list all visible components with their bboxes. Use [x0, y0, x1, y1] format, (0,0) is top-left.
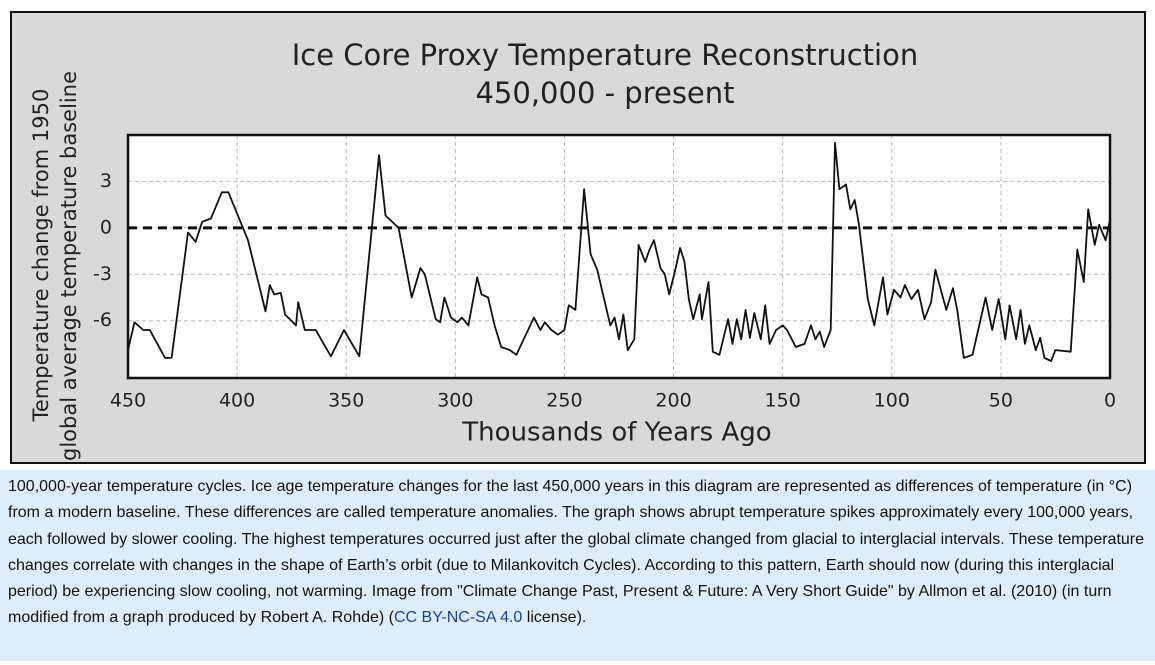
chart-subtitle: 450,000 - present — [475, 76, 734, 110]
y-tick-label: 3 — [100, 170, 112, 192]
x-tick-label: 50 — [989, 390, 1013, 412]
x-tick-label: 400 — [219, 390, 255, 412]
plot-frame — [126, 133, 1112, 380]
y-tick-label: -6 — [93, 309, 112, 331]
y-axis-label: Temperature change from 1950 — [29, 89, 53, 423]
y-tick-label: 0 — [100, 216, 112, 238]
x-tick-label: 0 — [1104, 390, 1116, 412]
x-axis-label: Thousands of Years Ago — [461, 418, 771, 448]
y-tick-label: -3 — [93, 263, 112, 285]
chart: Ice Core Proxy Temperature Reconstructio… — [10, 11, 1146, 464]
x-tick-label: 200 — [655, 390, 691, 412]
caption-text: license). — [522, 609, 587, 627]
chart-title: Ice Core Proxy Temperature Reconstructio… — [292, 38, 919, 72]
plot-area — [128, 135, 1110, 378]
x-tick-label: 100 — [874, 390, 910, 412]
x-tick-label: 350 — [328, 390, 364, 412]
x-tick-label: 450 — [110, 390, 146, 412]
caption-text: 100,000-year temperature cycles. Ice age… — [8, 478, 1145, 627]
license-link[interactable]: CC BY-NC-SA 4.0 — [393, 609, 523, 627]
x-tick-label: 300 — [437, 390, 473, 412]
x-tick-label: 250 — [546, 390, 582, 412]
y-axis-label: global average temperature baseline — [57, 71, 81, 461]
x-tick-label: 150 — [765, 390, 801, 412]
caption: 100,000-year temperature cycles. Ice age… — [0, 470, 1155, 661]
data-line — [127, 141, 1111, 362]
